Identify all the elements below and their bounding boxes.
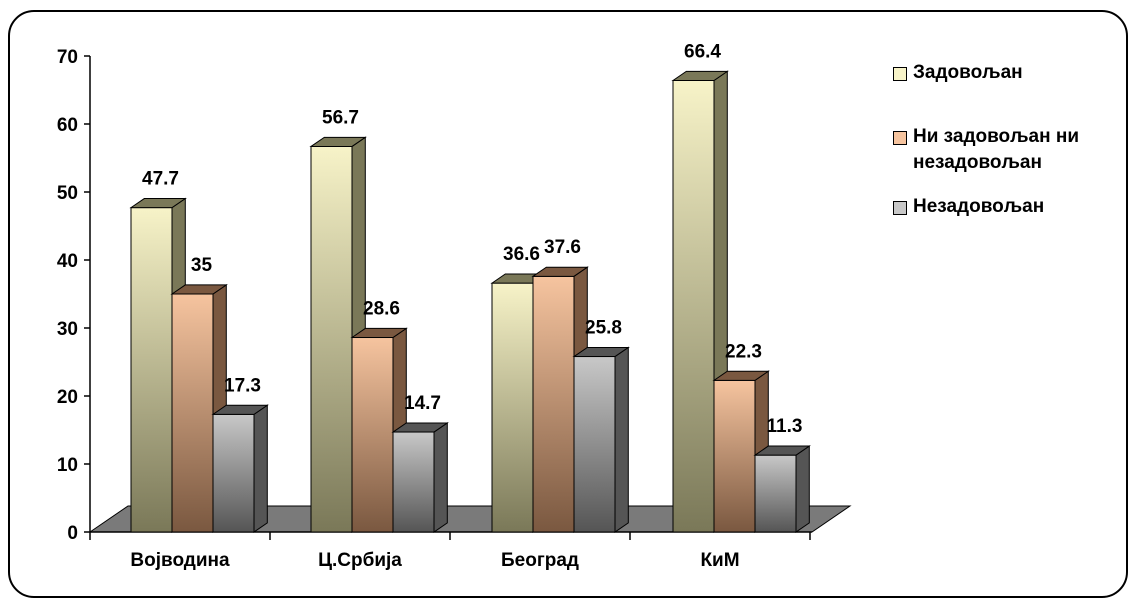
legend-label: Незадовољан — [913, 194, 1044, 220]
y-tick-label: 10 — [57, 455, 78, 476]
bar — [130, 207, 173, 533]
bar-top — [211, 404, 269, 415]
bar-top — [712, 370, 770, 381]
bar-side — [433, 421, 448, 533]
x-tick-label: Војводина — [130, 550, 230, 571]
y-tick-label: 0 — [67, 523, 78, 544]
bar-side — [795, 445, 810, 533]
data-label: 14.7 — [404, 393, 441, 414]
bar — [310, 145, 353, 533]
bar-top — [350, 327, 408, 339]
bar-top — [129, 198, 187, 209]
bar — [573, 356, 616, 533]
data-label: 56.7 — [322, 107, 359, 128]
legend-label-line: Задовољан — [913, 62, 1023, 83]
bar-side — [614, 346, 629, 533]
x-tick-label: КиМ — [700, 550, 739, 571]
x-tick-label: Ц.Србија — [318, 550, 402, 571]
bar — [171, 293, 214, 533]
bar-top — [531, 266, 589, 277]
data-label: 17.3 — [224, 375, 261, 396]
legend-swatch — [893, 67, 907, 81]
legend-label-line: незадовољан — [913, 152, 1042, 173]
legend-label-line: Незадовољан — [913, 196, 1045, 217]
bar-side — [253, 404, 268, 533]
y-tick-label: 20 — [57, 387, 78, 408]
y-tick-label: 30 — [57, 319, 78, 340]
bar — [491, 282, 534, 533]
data-label: 37.6 — [544, 237, 581, 258]
bar — [754, 454, 797, 533]
bar-top — [671, 70, 729, 81]
data-label: 66.4 — [684, 41, 721, 62]
y-tick-label: 40 — [57, 251, 78, 272]
bar — [713, 379, 756, 533]
y-tick-label: 60 — [57, 115, 78, 136]
data-label: 11.3 — [767, 416, 803, 437]
data-label: 36.6 — [503, 244, 540, 265]
bar-top — [572, 346, 630, 358]
data-label: 25.8 — [585, 317, 622, 338]
bar-top — [753, 445, 811, 456]
legend-label-line: Ни задовољан ни — [913, 126, 1080, 147]
bar — [212, 413, 255, 533]
data-label: 47.7 — [142, 169, 179, 190]
legend-swatch — [893, 201, 907, 215]
bar — [351, 337, 394, 533]
legend-label: Задовољан — [913, 60, 1023, 86]
bar — [392, 431, 435, 533]
bar — [672, 79, 715, 533]
y-tick-label: 70 — [57, 47, 78, 68]
legend-label: Ни задовољан ни незадовољан — [913, 124, 1079, 176]
legend-swatch — [893, 131, 907, 145]
x-tick-label: Београд — [501, 550, 579, 571]
bar-top — [170, 284, 228, 295]
bar — [532, 275, 575, 533]
data-label: 35 — [191, 255, 213, 276]
y-tick-label: 50 — [57, 183, 78, 204]
bar-top — [391, 422, 449, 433]
data-label: 22.3 — [725, 341, 762, 362]
data-label: 28.6 — [363, 298, 400, 319]
bar-top — [309, 136, 367, 147]
